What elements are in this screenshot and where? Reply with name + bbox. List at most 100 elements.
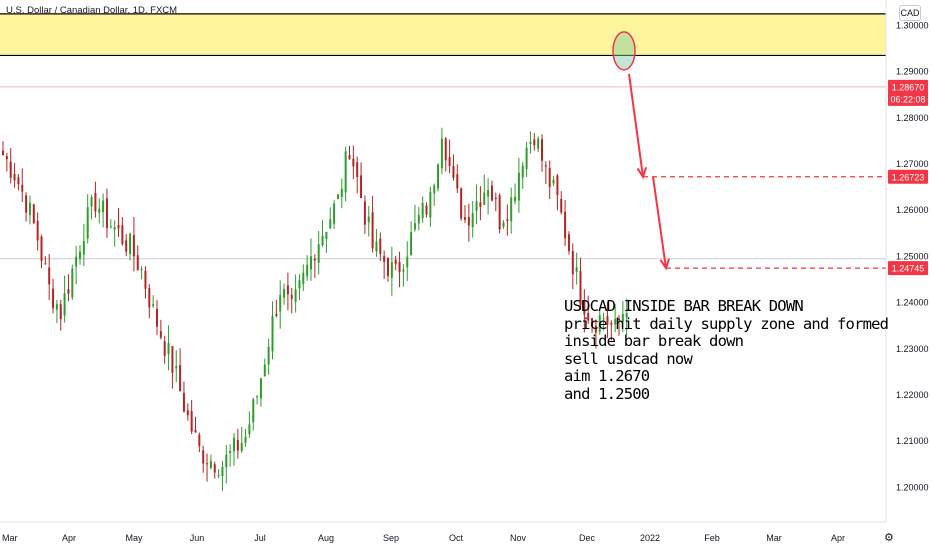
candle-body: [387, 257, 389, 277]
candle-body: [567, 234, 570, 252]
x-tick-label: Mar: [766, 533, 782, 543]
candle-body: [259, 378, 262, 399]
candle-body: [290, 294, 293, 299]
candle-body: [587, 312, 590, 321]
note-line-3: inside bar break down: [564, 332, 744, 350]
x-tick-label: Sep: [383, 533, 399, 543]
candle-body: [402, 269, 405, 272]
candle-body: [298, 280, 301, 289]
settings-icon: ⚙: [884, 532, 894, 544]
candle-body: [25, 195, 28, 213]
candle-body: [125, 240, 128, 252]
price-badge: [888, 261, 928, 276]
candle-body: [437, 164, 440, 189]
candle-body: [598, 315, 601, 332]
candle-body: [606, 316, 609, 325]
candle-body: [621, 313, 624, 323]
candle-body: [283, 289, 286, 298]
candle-body: [560, 198, 563, 213]
candle-body: [460, 188, 463, 219]
candle-body: [59, 304, 62, 320]
candle-body: [40, 236, 43, 261]
candle-body: [375, 241, 378, 252]
y-tick-label: 1.23000: [896, 344, 929, 354]
y-tick-label: 1.30000: [896, 20, 929, 30]
symbol-title: U.S. Dollar / Canadian Dollar, 1D, FXCM: [6, 5, 178, 16]
candle-body: [398, 261, 401, 273]
candle-body: [506, 219, 509, 221]
candle-body: [575, 267, 578, 272]
candle-body: [602, 318, 605, 320]
candle-body: [625, 313, 628, 318]
candle-body: [444, 138, 447, 161]
candle-body: [32, 204, 35, 224]
candle-body: [417, 214, 420, 224]
currency-badge[interactable]: CAD: [899, 5, 921, 21]
candle-body: [129, 233, 132, 255]
candle-body: [541, 139, 543, 161]
candle-body: [71, 268, 74, 298]
y-tick-label: 1.26000: [896, 205, 929, 215]
candle-body: [271, 315, 274, 352]
y-tick-label: 1.21000: [896, 436, 929, 446]
candle-body: [336, 194, 339, 199]
candle-body: [394, 259, 397, 264]
candle-body: [186, 410, 189, 416]
candle-body: [28, 202, 31, 215]
candle-body: [209, 461, 212, 469]
candle-body: [248, 424, 251, 435]
candle-body: [564, 211, 567, 239]
x-tick-label: Oct: [449, 533, 464, 543]
candle-body: [537, 138, 540, 149]
candle-body: [433, 185, 436, 194]
x-tick-label: Nov: [510, 533, 527, 543]
candle-body: [429, 191, 432, 218]
candle-body: [113, 227, 116, 230]
candle-body: [279, 295, 282, 312]
candle-body: [521, 165, 524, 178]
candle-body: [225, 454, 228, 468]
candle-body: [452, 166, 455, 178]
candle-body: [275, 314, 278, 316]
candle-body: [179, 365, 182, 392]
x-tick-label: Mar: [2, 533, 18, 543]
supply-zone: [0, 13, 886, 56]
candle-body: [533, 139, 536, 146]
note-line-5: aim 1.2670: [564, 367, 650, 385]
candle-body: [498, 195, 501, 230]
candle-body: [579, 271, 582, 305]
candle-body: [379, 238, 382, 254]
candle-body: [144, 270, 147, 289]
price-badge-label: 1.26723: [892, 172, 925, 182]
candle-body: [502, 222, 505, 227]
candle-body: [190, 411, 193, 432]
candle-body: [413, 223, 416, 230]
candle-body: [286, 285, 289, 295]
candle-body: [425, 205, 428, 215]
candle-body: [175, 365, 178, 369]
arrow-1: [628, 73, 644, 177]
candle-body: [21, 184, 24, 192]
y-tick-label: 1.27000: [896, 159, 929, 169]
candle-body: [571, 250, 574, 275]
candle-body: [132, 235, 135, 257]
y-tick-label: 1.24000: [896, 298, 929, 308]
candle-body: [340, 188, 343, 197]
candle-body: [9, 161, 12, 178]
candle-body: [163, 341, 166, 356]
candle-body: [406, 256, 409, 268]
candle-body: [552, 179, 555, 184]
x-tick-label: Jun: [190, 533, 205, 543]
candle-body: [44, 263, 47, 265]
candle-body: [352, 158, 355, 167]
price-badge-countdown: 06:22:08: [890, 94, 925, 104]
price-badge-label: 1.24745: [892, 264, 925, 274]
candle-body: [471, 213, 474, 228]
x-tick-label: Apr: [62, 533, 76, 543]
candle-body: [52, 288, 55, 309]
candle-body: [152, 304, 155, 307]
candle-body: [440, 138, 443, 169]
note-line-6: and 1.2500: [564, 384, 650, 403]
